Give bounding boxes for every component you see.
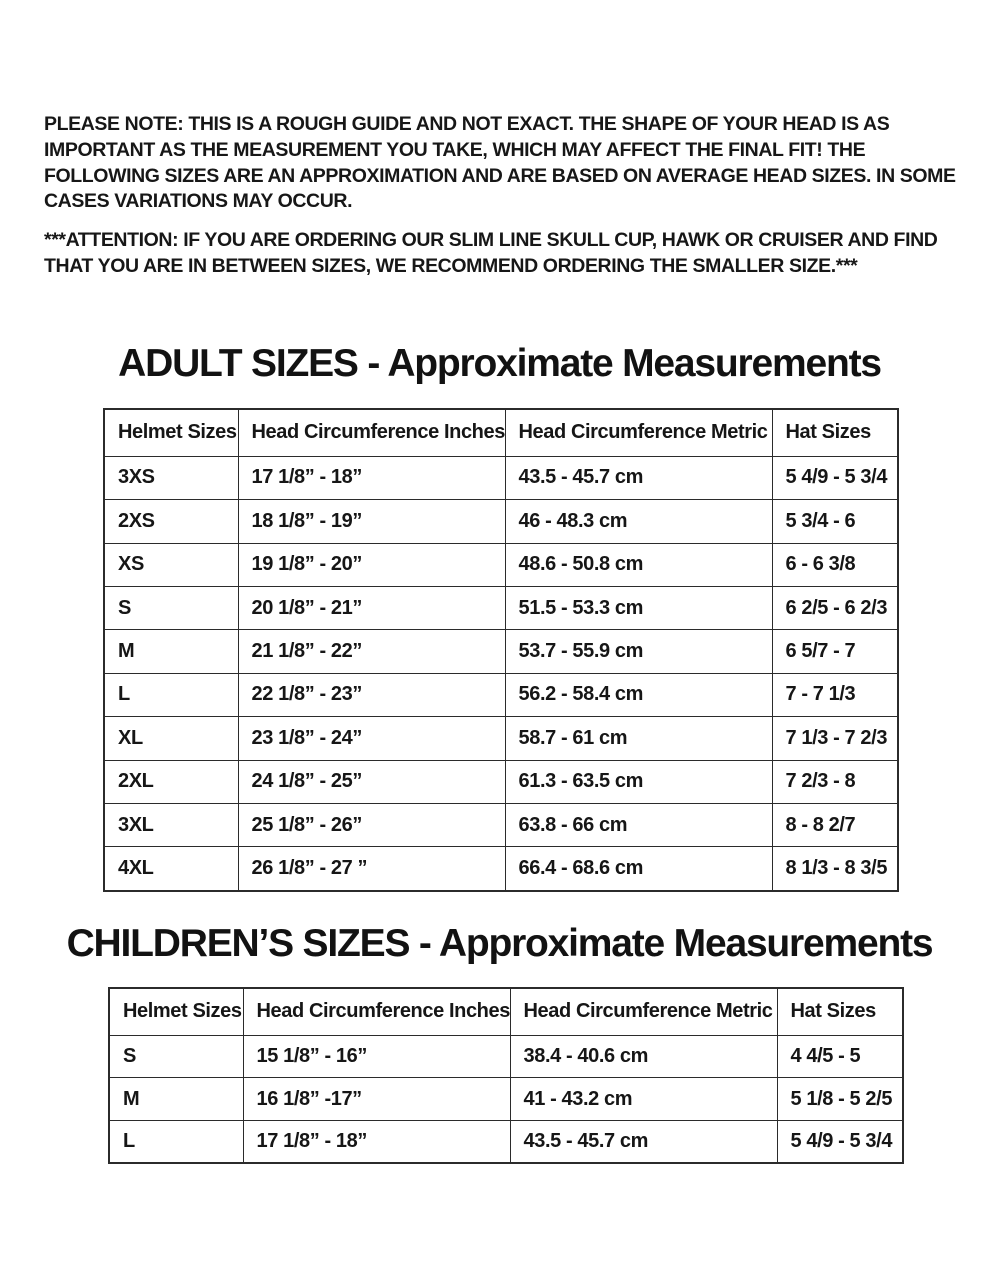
attention-paragraph: ***ATTENTION: IF YOU ARE ORDERING OUR SL… [44, 229, 938, 277]
table-cell: 2XS [103, 499, 239, 544]
table-cell: L [103, 672, 239, 718]
table-cell: 16 1/8” -17” [242, 1077, 511, 1121]
table-row: 3XL 25 1/8” - 26” 63.8 - 66 cm 8 - 8 2/7 [103, 802, 899, 848]
table-cell: XS [103, 542, 239, 587]
table-cell: 19 1/8” - 20” [237, 542, 506, 587]
table-cell: 5 4/9 - 5 3/4 [771, 455, 899, 501]
children-sizes-title: CHILDREN’S SIZES - Approximate Measureme… [66, 921, 934, 965]
table-cell: 63.8 - 66 cm [504, 802, 773, 848]
table-cell: L [108, 1119, 244, 1164]
table-row: L 22 1/8” - 23” 56.2 - 58.4 cm 7 - 7 1/3 [103, 672, 899, 718]
table-cell: 23 1/8” - 24” [237, 716, 506, 761]
adult-sizes-section: ADULT SIZES - Approximate Measurements H… [0, 342, 999, 892]
table-row: M 16 1/8” -17” 41 - 43.2 cm 5 1/8 - 5 2/5 [108, 1077, 904, 1121]
table-cell: 25 1/8” - 26” [237, 802, 506, 848]
children-table-header-row: Helmet Sizes Head Circumference Inches Hea… [108, 987, 904, 1036]
table-cell: 7 2/3 - 8 [771, 759, 899, 804]
table-cell: S [108, 1034, 244, 1079]
table-cell: 18 1/8” - 19” [237, 499, 506, 544]
table-cell: 38.4 - 40.6 cm [509, 1034, 778, 1079]
table-cell: 43.5 - 45.7 cm [504, 455, 773, 501]
adult-sizes-table: Helmet Sizes Head Circumference Inches Hea… [103, 407, 899, 892]
table-cell: 53.7 - 55.9 cm [504, 629, 773, 674]
table-cell: 21 1/8” - 22” [237, 629, 506, 674]
table-cell: 6 - 6 3/8 [771, 542, 899, 587]
table-row: S 15 1/8” - 16” 38.4 - 40.6 cm 4 4/5 - 5 [108, 1034, 904, 1079]
table-cell: 51.5 - 53.3 cm [504, 585, 773, 631]
table-cell: 3XS [103, 455, 239, 501]
adult-sizes-title: ADULT SIZES - Approximate Measurements [118, 341, 882, 385]
table-cell: 26 1/8” - 27 ” [237, 846, 506, 892]
table-cell: 4 4/5 - 5 [776, 1034, 904, 1079]
table-cell: 17 1/8” - 18” [237, 455, 506, 501]
table-cell: 4XL [103, 846, 239, 892]
table-cell: 2XL [103, 759, 239, 804]
table-row: 2XS 18 1/8” - 19” 46 - 48.3 cm 5 3/4 - 6 [103, 499, 899, 544]
table-row: L 17 1/8” - 18” 43.5 - 45.7 cm 5 4/9 - 5 3/… [108, 1119, 904, 1164]
table-row: 4XL 26 1/8” - 27 ” 66.4 - 68.6 cm 8 1/3 - 8… [103, 846, 899, 892]
table-cell: XL [103, 716, 239, 761]
table-cell: 3XL [103, 802, 239, 848]
table-cell: 66.4 - 68.6 cm [504, 846, 773, 892]
adult-table-header-row: Helmet Sizes Head Circumference Inches Hea… [103, 408, 899, 457]
table-cell: 20 1/8” - 21” [237, 585, 506, 631]
table-cell: 56.2 - 58.4 cm [504, 672, 773, 718]
table-cell: 5 4/9 - 5 3/4 [776, 1119, 904, 1164]
table-cell: 5 1/8 - 5 2/5 [776, 1077, 904, 1121]
table-cell: 43.5 - 45.7 cm [509, 1119, 778, 1164]
table-row: M 21 1/8” - 22” 53.7 - 55.9 cm 6 5/7 - 7 [103, 629, 899, 674]
column-header: Helmet Sizes [103, 408, 239, 457]
table-cell: 46 - 48.3 cm [504, 499, 773, 544]
children-table-body: S 15 1/8” - 16” 38.4 - 40.6 cm 4 4/5 - 5 M 16… [108, 1034, 904, 1164]
table-cell: 6 2/5 - 6 2/3 [771, 585, 899, 631]
table-cell: 8 - 8 2/7 [771, 802, 899, 848]
column-header: Helmet Sizes [108, 987, 244, 1036]
table-cell: M [108, 1077, 244, 1121]
column-header: Head Circumference Metric [509, 987, 778, 1036]
table-row: 2XL 24 1/8” - 25” 61.3 - 63.5 cm 7 2/3 - 8 [103, 759, 899, 804]
table-cell: M [103, 629, 239, 674]
adult-table-body: 3XS 17 1/8” - 18” 43.5 - 45.7 cm 5 4/9 - 5 … [103, 455, 899, 892]
table-cell: 61.3 - 63.5 cm [504, 759, 773, 804]
column-header: Head Circumference Inches [242, 987, 511, 1036]
table-cell: 17 1/8” - 18” [242, 1119, 511, 1164]
children-sizes-table: Helmet Sizes Head Circumference Inches Hea… [108, 986, 904, 1165]
table-cell: 7 1/3 - 7 2/3 [771, 716, 899, 761]
children-sizes-section: CHILDREN’S SIZES - Approximate Measureme… [0, 922, 999, 1165]
column-header: Hat Sizes [776, 987, 904, 1036]
table-cell: 6 5/7 - 7 [771, 629, 899, 674]
table-row: 3XS 17 1/8” - 18” 43.5 - 45.7 cm 5 4/9 - 5 … [103, 455, 899, 501]
table-row: XS 19 1/8” - 20” 48.6 - 50.8 cm 6 - 6 3/8 [103, 542, 899, 587]
table-cell: 24 1/8” - 25” [237, 759, 506, 804]
please-note-paragraph: PLEASE NOTE: THIS IS A ROUGH GUIDE AND N… [44, 113, 956, 213]
table-cell: 15 1/8” - 16” [242, 1034, 511, 1079]
table-cell: 5 3/4 - 6 [771, 499, 899, 544]
table-cell: 41 - 43.2 cm [509, 1077, 778, 1121]
table-row: S 20 1/8” - 21” 51.5 - 53.3 cm 6 2/5 - 6 2/… [103, 585, 899, 631]
table-cell: 22 1/8” - 23” [237, 672, 506, 718]
column-header: Head Circumference Metric [504, 408, 773, 457]
table-cell: 58.7 - 61 cm [504, 716, 773, 761]
table-cell: 8 1/3 - 8 3/5 [771, 846, 899, 892]
table-cell: 48.6 - 50.8 cm [504, 542, 773, 587]
table-row: XL 23 1/8” - 24” 58.7 - 61 cm 7 1/3 - 7 2/3 [103, 716, 899, 761]
table-cell: 7 - 7 1/3 [771, 672, 899, 718]
table-cell: S [103, 585, 239, 631]
column-header: Hat Sizes [771, 408, 899, 457]
column-header: Head Circumference Inches [237, 408, 506, 457]
